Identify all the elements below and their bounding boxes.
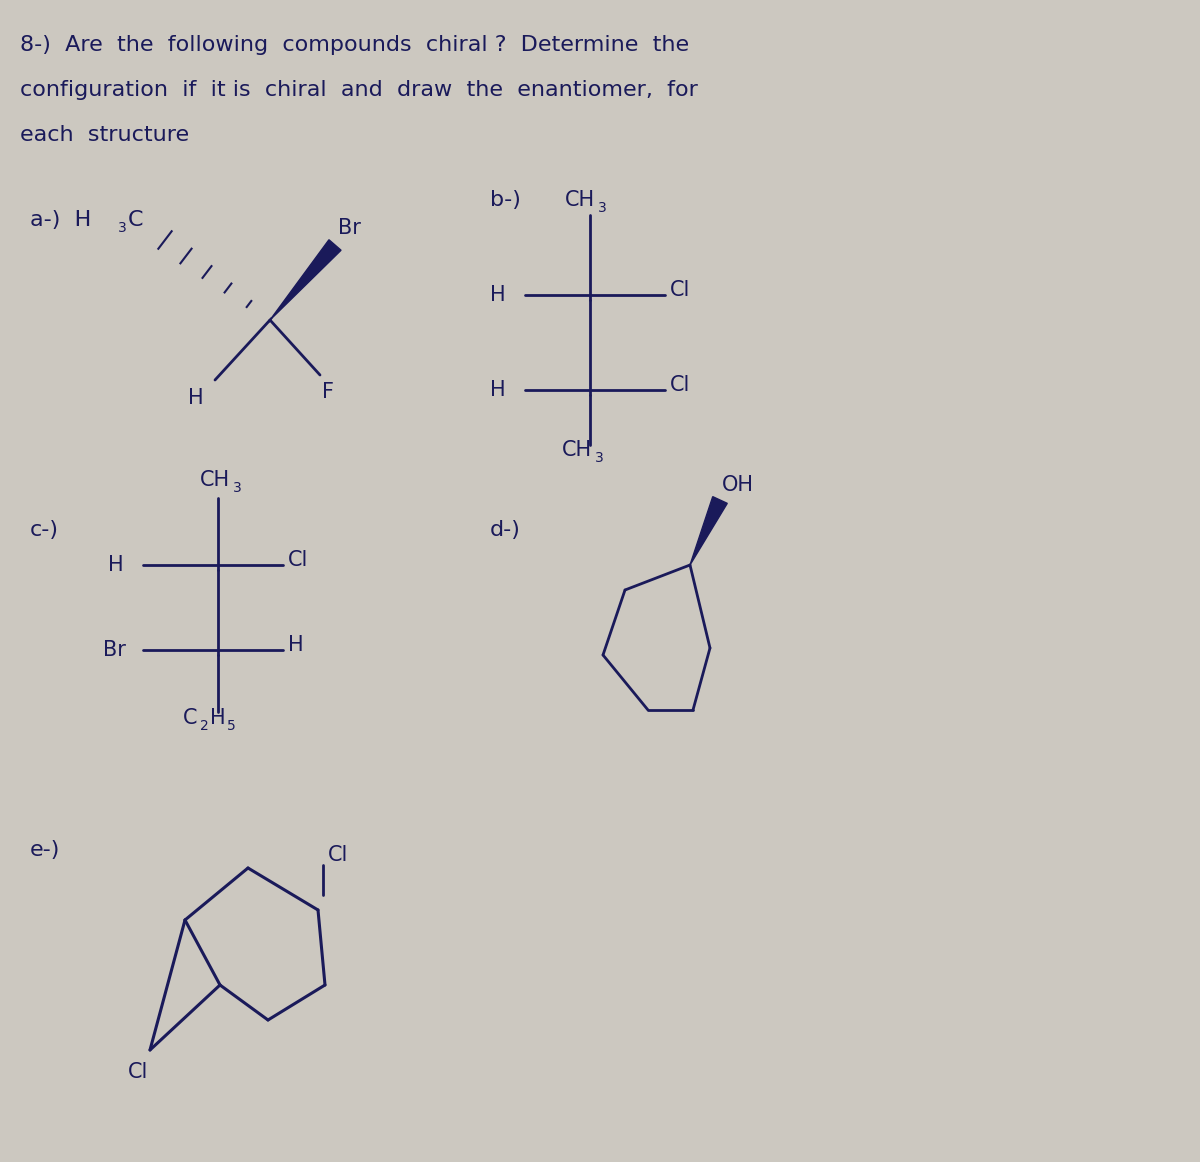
Text: Cl: Cl: [670, 375, 690, 395]
Text: OH: OH: [722, 475, 754, 495]
Text: each  structure: each structure: [20, 125, 190, 145]
Text: a-)  H: a-) H: [30, 210, 91, 230]
Text: H: H: [490, 285, 505, 304]
Text: 3: 3: [118, 221, 127, 235]
Polygon shape: [690, 496, 727, 565]
Text: 5: 5: [227, 719, 235, 733]
Text: d-): d-): [490, 521, 521, 540]
Polygon shape: [270, 239, 341, 320]
Text: Br: Br: [338, 218, 361, 238]
Text: 2: 2: [200, 719, 209, 733]
Text: 3: 3: [233, 481, 241, 495]
Text: H: H: [108, 555, 124, 575]
Text: H: H: [288, 634, 304, 655]
Text: H: H: [210, 708, 226, 729]
Text: CH: CH: [562, 440, 592, 460]
Text: e-): e-): [30, 840, 60, 860]
Text: C: C: [182, 708, 198, 729]
Text: H: H: [490, 380, 505, 400]
Text: F: F: [322, 382, 334, 402]
Text: configuration  if  it is  chiral  and  draw  the  enantiomer,  for: configuration if it is chiral and draw t…: [20, 80, 698, 100]
Text: Cl: Cl: [128, 1062, 149, 1082]
Text: 3: 3: [598, 201, 607, 215]
Text: Cl: Cl: [670, 280, 690, 300]
Text: 3: 3: [595, 451, 604, 465]
Text: c-): c-): [30, 521, 59, 540]
Text: Cl: Cl: [288, 550, 308, 571]
Text: C: C: [128, 210, 144, 230]
Text: Br: Br: [103, 640, 126, 660]
Text: Cl: Cl: [328, 845, 348, 865]
Text: b-): b-): [490, 191, 521, 210]
Text: H: H: [188, 388, 204, 408]
Text: 8-)  Are  the  following  compounds  chiral ?  Determine  the: 8-) Are the following compounds chiral ?…: [20, 35, 689, 55]
Text: CH: CH: [565, 191, 595, 210]
Text: CH: CH: [200, 469, 230, 490]
